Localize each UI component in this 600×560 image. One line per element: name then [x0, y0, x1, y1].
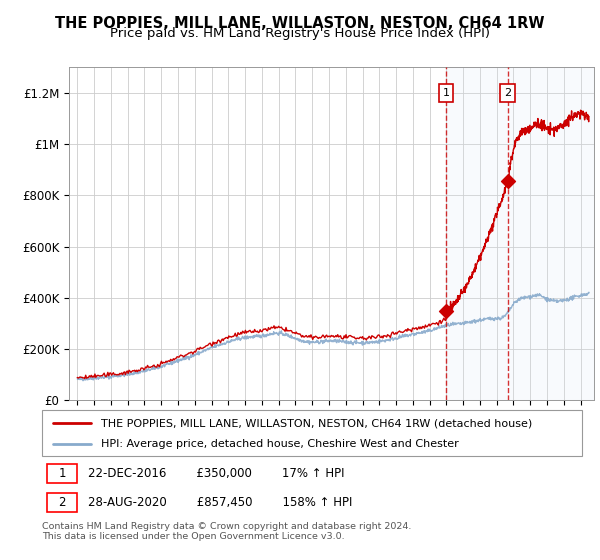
Text: 28-AUG-2020        £857,450        158% ↑ HPI: 28-AUG-2020 £857,450 158% ↑ HPI — [88, 496, 352, 509]
Text: 2: 2 — [59, 496, 66, 509]
Text: 1: 1 — [59, 467, 66, 480]
Text: 22-DEC-2016        £350,000        17% ↑ HPI: 22-DEC-2016 £350,000 17% ↑ HPI — [88, 467, 344, 480]
Point — [441, 306, 451, 315]
Text: Price paid vs. HM Land Registry's House Price Index (HPI): Price paid vs. HM Land Registry's House … — [110, 27, 490, 40]
Text: THE POPPIES, MILL LANE, WILLASTON, NESTON, CH64 1RW: THE POPPIES, MILL LANE, WILLASTON, NESTO… — [55, 16, 545, 31]
Point — [503, 176, 512, 185]
Bar — [47, 464, 77, 483]
Text: 2: 2 — [504, 88, 511, 98]
Text: THE POPPIES, MILL LANE, WILLASTON, NESTON, CH64 1RW (detached house): THE POPPIES, MILL LANE, WILLASTON, NESTO… — [101, 418, 533, 428]
Bar — [446, 67, 594, 400]
Text: HPI: Average price, detached house, Cheshire West and Chester: HPI: Average price, detached house, Ches… — [101, 440, 459, 450]
Text: 1: 1 — [442, 88, 449, 98]
Bar — [47, 493, 77, 512]
Text: Contains HM Land Registry data © Crown copyright and database right 2024.
This d: Contains HM Land Registry data © Crown c… — [42, 522, 412, 542]
